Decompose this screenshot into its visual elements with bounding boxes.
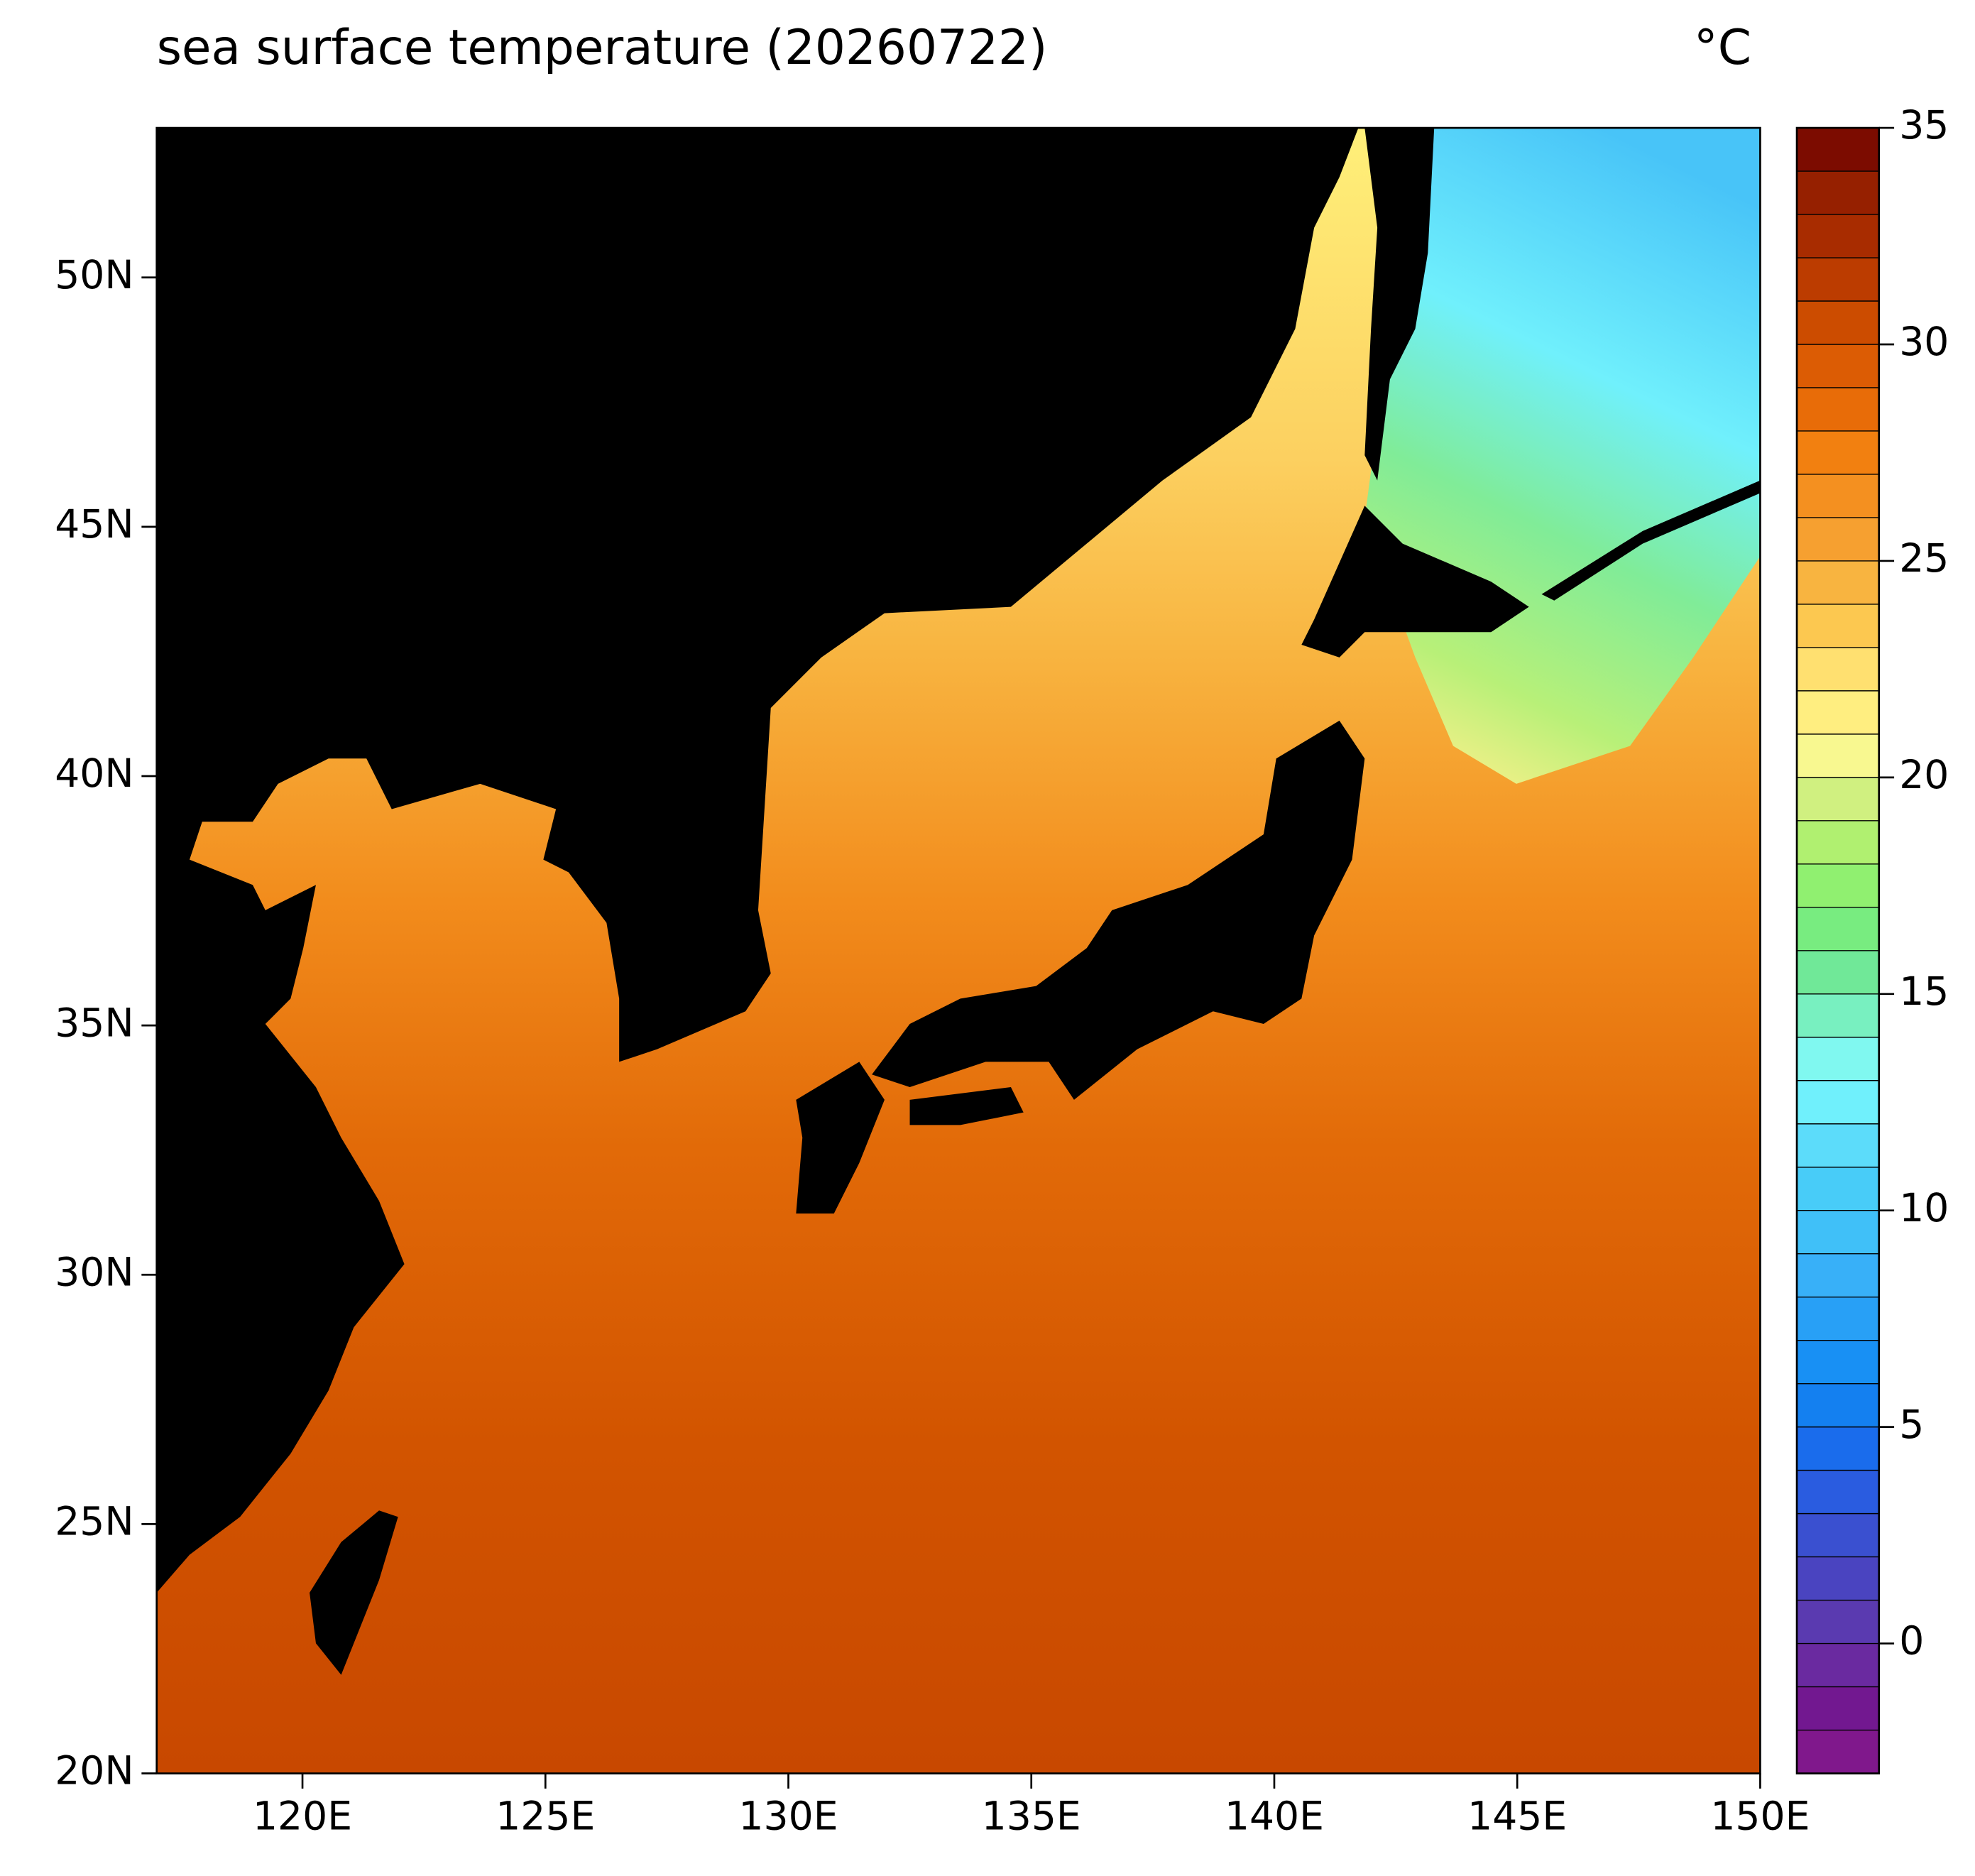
colorbar-band (1797, 1427, 1879, 1471)
chart-title: sea surface temperature (20260722) (157, 19, 1048, 75)
colorbar-tick-label: 15 (1899, 969, 1949, 1015)
colorbar-band (1797, 1123, 1879, 1167)
colorbar-band (1797, 214, 1879, 258)
x-tick-label: 130E (738, 1794, 838, 1840)
colorbar-band (1797, 1253, 1879, 1297)
colorbar-tick-label: 5 (1899, 1402, 1924, 1448)
colorbar-band (1797, 907, 1879, 951)
x-tick-label: 125E (496, 1794, 595, 1840)
colorbar-band (1797, 1513, 1879, 1557)
colorbar-tick-label: 20 (1899, 753, 1949, 798)
colorbar-band (1797, 430, 1879, 474)
colorbar-band (1797, 950, 1879, 994)
x-tick-label: 120E (253, 1794, 352, 1840)
colorbar-band (1797, 258, 1879, 302)
colorbar-band (1797, 777, 1879, 821)
land (156, 128, 1761, 1675)
colorbar-band (1797, 647, 1879, 691)
colorbar-tick-label: 25 (1899, 536, 1949, 582)
colorbar-band (1797, 863, 1879, 907)
colorbar-band (1797, 1643, 1879, 1687)
units-label: °C (1694, 19, 1751, 75)
colorbar-band (1797, 1686, 1879, 1730)
colorbar-band (1797, 301, 1879, 345)
colorbar-band (1797, 1383, 1879, 1427)
colorbar-band (1797, 128, 1879, 172)
map-field (156, 128, 1761, 1774)
colorbar-tick-label: 10 (1899, 1186, 1949, 1231)
y-tick-label: 30N (55, 1250, 133, 1295)
y-tick-label: 45N (55, 502, 133, 547)
colorbar-band (1797, 474, 1879, 518)
x-tick-label: 145E (1467, 1794, 1567, 1840)
colorbar-tick-label: 0 (1899, 1619, 1924, 1664)
colorbar-band (1797, 1600, 1879, 1644)
x-tick-label: 150E (1710, 1794, 1810, 1840)
y-tick-label: 40N (55, 751, 133, 797)
colorbar-band (1797, 517, 1879, 561)
colorbar-tick-label: 35 (1899, 103, 1949, 148)
colorbar-tick-label: 30 (1899, 320, 1949, 365)
colorbar-band (1797, 1167, 1879, 1211)
y-tick-label: 50N (55, 253, 133, 298)
colorbar-band (1797, 387, 1879, 431)
y-tick-label: 20N (55, 1749, 133, 1794)
colorbar-band (1797, 820, 1879, 864)
colorbar-band (1797, 1210, 1879, 1254)
y-tick-label: 35N (55, 1000, 133, 1046)
colorbar-band (1797, 1037, 1879, 1081)
colorbar-band (1797, 1080, 1879, 1124)
colorbar-band (1797, 1297, 1879, 1341)
x-tick-label: 140E (1225, 1794, 1324, 1840)
x-tick-label: 135E (982, 1794, 1081, 1840)
colorbar-band (1797, 1730, 1879, 1774)
colorbar-band (1797, 344, 1879, 388)
colorbar-band (1797, 1470, 1879, 1514)
y-tick-label: 25N (55, 1500, 133, 1545)
colorbar-band (1797, 734, 1879, 778)
colorbar-band (1797, 604, 1879, 648)
colorbar-band (1797, 690, 1879, 734)
colorbar-band (1797, 993, 1879, 1037)
map-frame (155, 126, 1761, 1774)
colorbar-band (1797, 560, 1879, 604)
colorbar-band (1797, 1340, 1879, 1384)
colorbar-frame (1795, 126, 1881, 1774)
colorbar-band (1797, 1556, 1879, 1600)
colorbar-band (1797, 171, 1879, 215)
